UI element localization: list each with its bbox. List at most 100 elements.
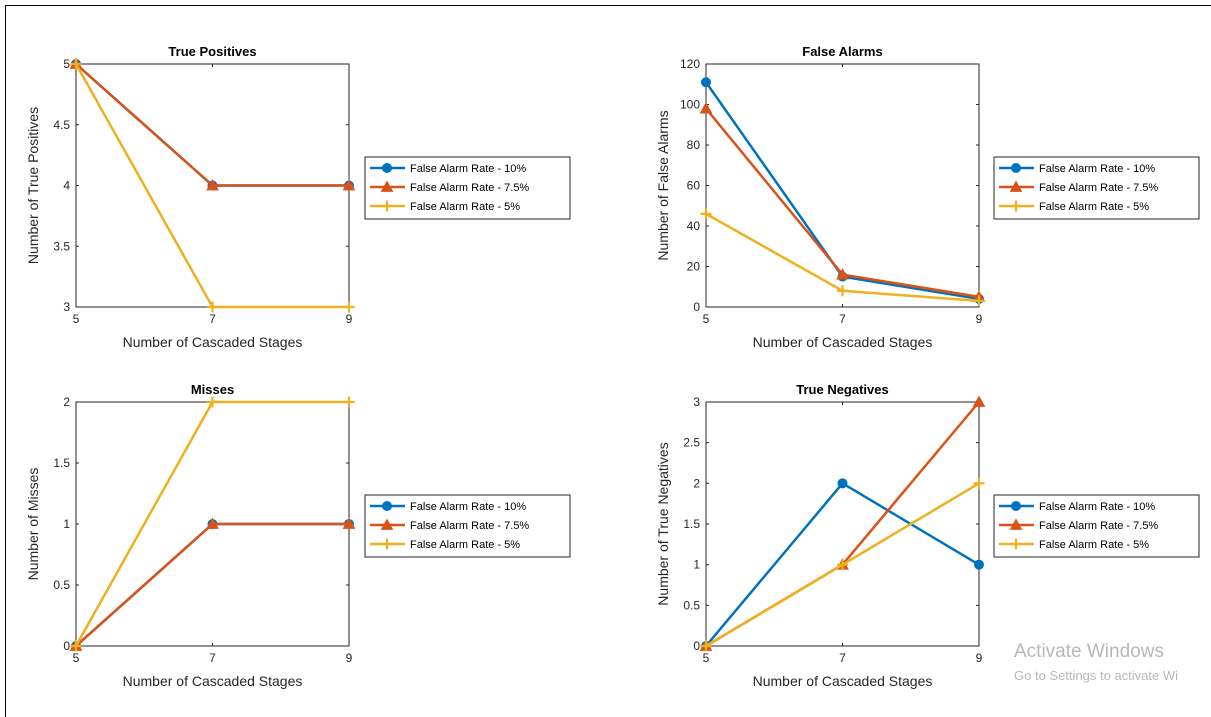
x-tick-label: 9 [346, 651, 353, 665]
x-tick-label: 9 [346, 312, 353, 326]
legend: False Alarm Rate - 10% False Alarm Rate -… [364, 494, 571, 558]
legend-marker [382, 501, 392, 511]
legend-label: False Alarm Rate - 10% [410, 163, 526, 175]
x-axis-label: Number of Cascaded Stages [753, 673, 933, 689]
activate-windows-watermark-title: Activate Windows [1014, 641, 1164, 662]
legend-marker [1009, 180, 1023, 192]
misses-subplot: 5 7 9 0 0.5 1 1.5 2 Misses Number of Cascaded Sta… [25, 382, 571, 689]
y-axis-label: Number of True Negatives [655, 442, 671, 605]
data-point [700, 208, 712, 220]
legend-label: False Alarm Rate - 5% [410, 201, 520, 213]
data-point [342, 178, 356, 191]
x-axis-label: Number of Cascaded Stages [123, 673, 303, 689]
x-axis-label: Number of Cascaded Stages [123, 334, 303, 350]
x-tick-label: 5 [703, 312, 710, 326]
x-tick-label: 9 [976, 312, 983, 326]
x-axis-label: Number of Cascaded Stages [753, 334, 933, 350]
data-point [699, 102, 713, 114]
false-alarms-subplot: 5 7 9 0 20 40 60 80 100 120 False Alarms Number of … [655, 44, 1200, 350]
legend-marker [1011, 501, 1021, 511]
y-tick-label: 100 [680, 98, 700, 112]
data-point [343, 301, 355, 313]
figure-border [5, 5, 1211, 717]
legend-marker [1011, 163, 1021, 173]
y-tick-label: 3 [63, 300, 70, 314]
legend-label: False Alarm Rate - 7.5% [1039, 520, 1158, 532]
y-tick-label: 3.5 [53, 239, 70, 253]
data-point [206, 517, 219, 529]
data-point [837, 478, 848, 489]
series-3 [70, 396, 355, 652]
data-point [836, 268, 849, 280]
true-negatives-axes-box [705, 401, 980, 647]
legend-label: False Alarm Rate - 7.5% [1039, 182, 1158, 194]
data-point [70, 58, 82, 70]
data-point [70, 640, 82, 652]
legend: False Alarm Rate - 10% False Alarm Rate -… [993, 156, 1200, 220]
legend-label: False Alarm Rate - 10% [410, 501, 526, 513]
y-tick-label: 4.5 [53, 118, 70, 132]
legend-label: False Alarm Rate - 5% [410, 539, 520, 551]
x-tick-label: 9 [976, 651, 983, 665]
y-tick-label: 3 [693, 395, 700, 409]
data-point [972, 395, 986, 407]
series-3 [70, 58, 355, 313]
legend-label: False Alarm Rate - 5% [1039, 539, 1149, 551]
series-3 [700, 208, 985, 307]
legend: False Alarm Rate - 10% False Alarm Rate -… [993, 494, 1200, 558]
y-axis-label: Number of True Positives [25, 107, 41, 264]
y-tick-label: 40 [687, 219, 701, 233]
series-3 [700, 477, 985, 652]
y-tick-label: 0 [693, 639, 700, 653]
legend-marker [381, 200, 393, 212]
chart-title: False Alarms [802, 44, 882, 59]
x-tick-label: 5 [73, 651, 80, 665]
legend-marker [382, 163, 392, 173]
x-tick-label: 7 [209, 312, 216, 326]
x-tick-label: 7 [839, 651, 846, 665]
y-tick-label: 80 [687, 138, 701, 152]
y-tick-label: 1 [693, 558, 700, 572]
true-negatives-subplot: 5 7 9 0 0.5 1 1.5 2 2.5 3 True Negatives Number of … [655, 382, 1200, 689]
true-positives-subplot: 5 7 9 3 3.5 4 4.5 5 True Positives Number of Casc… [25, 44, 571, 350]
legend-label: False Alarm Rate - 10% [1039, 501, 1155, 513]
x-tick-label: 7 [209, 651, 216, 665]
legend-marker [1009, 518, 1023, 530]
chart-title: Misses [191, 382, 234, 397]
series-2 [699, 102, 986, 302]
y-axis-label: Number of Misses [25, 468, 41, 581]
y-tick-label: 2.5 [683, 436, 700, 450]
data-point [342, 517, 356, 529]
legend: False Alarm Rate - 10% False Alarm Rate -… [364, 156, 571, 220]
legend-marker [1010, 200, 1022, 212]
y-tick-label: 4 [63, 179, 70, 193]
data-point [973, 477, 985, 489]
legend-label: False Alarm Rate - 10% [1039, 163, 1155, 175]
y-tick-label: 0.5 [683, 598, 700, 612]
y-tick-label: 0 [693, 300, 700, 314]
data-point [207, 301, 218, 313]
x-tick-label: 5 [73, 312, 80, 326]
y-tick-label: 1 [63, 517, 70, 531]
chart-title: True Negatives [796, 382, 889, 397]
legend-label: False Alarm Rate - 5% [1039, 201, 1149, 213]
y-axis-label: Number of False Alarms [655, 110, 671, 260]
data-point [837, 559, 848, 571]
y-tick-label: 2 [693, 476, 700, 490]
y-tick-label: 60 [687, 179, 701, 193]
legend-marker [1010, 538, 1022, 550]
data-point [207, 396, 218, 408]
chart-title: True Positives [168, 44, 256, 59]
y-tick-label: 1.5 [683, 517, 700, 531]
legend-label: False Alarm Rate - 7.5% [410, 182, 529, 194]
data-point [700, 640, 712, 652]
data-point [701, 77, 711, 88]
y-tick-label: 5 [63, 57, 70, 71]
activate-windows-watermark-subtitle: Go to Settings to activate Wi [1014, 668, 1179, 683]
x-tick-label: 7 [839, 312, 846, 326]
x-tick-label: 5 [703, 651, 710, 665]
y-tick-label: 0.5 [53, 578, 70, 592]
series-1 [701, 478, 984, 651]
